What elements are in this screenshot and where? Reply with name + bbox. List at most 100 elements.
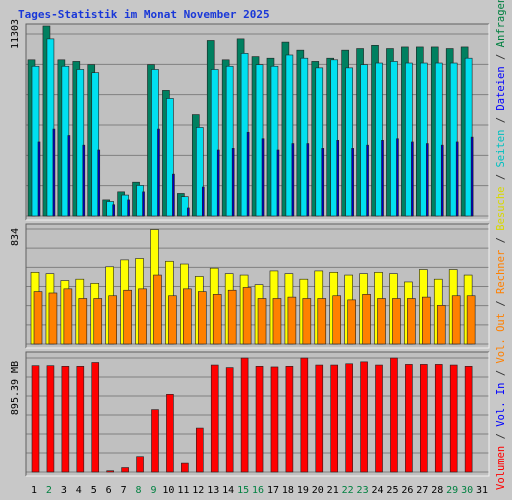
x-tick-label-day-20: 20: [312, 485, 324, 496]
bar-dateien-day-24: [381, 140, 384, 217]
panel-border-light: [26, 352, 490, 477]
bar-rechner-day-27: [422, 296, 431, 345]
bar-rechner-day-14: [227, 289, 237, 345]
x-tick-label-day-17: 17: [267, 485, 279, 496]
x-tick-label-day-7: 7: [121, 485, 127, 496]
x-tick-label-day-19: 19: [297, 485, 309, 496]
bar-volumen-day-30: [464, 366, 473, 473]
bar-volumen-day-10: [166, 394, 174, 473]
bar-seiten-day-1: [31, 65, 40, 217]
legend-item-0: Volumen: [495, 446, 507, 490]
bar-dateien-day-25: [396, 138, 399, 217]
bar-dateien-day-10: [172, 173, 175, 217]
panel-border-light: [26, 24, 490, 221]
bar-dateien-day-19: [306, 143, 310, 217]
bar-dateien-day-26: [411, 141, 414, 217]
x-tick-label-day-28: 28: [431, 485, 443, 496]
bar-seiten-day-11: [181, 196, 189, 217]
bar-volumen-day-18: [285, 366, 294, 473]
bar-seiten-day-23: [360, 64, 368, 217]
legend-item-10: Seiten: [495, 130, 507, 168]
bar-dateien-day-23: [366, 144, 369, 217]
panel-border-dark: [25, 351, 489, 476]
y-max-label-visits: 834: [10, 228, 21, 246]
bar-dateien-day-17: [276, 149, 280, 217]
bar-volumen-day-4: [76, 366, 85, 473]
x-tick-label-day-2: 2: [46, 485, 52, 496]
bar-rechner-day-19: [302, 298, 312, 345]
bar-volumen-day-9: [151, 409, 159, 473]
legend-item-6: Rechner: [495, 250, 507, 294]
bar-dateien-day-20: [321, 148, 325, 217]
x-tick-label-day-26: 26: [401, 485, 413, 496]
bar-volumen-day-23: [360, 361, 368, 473]
bar-seiten-day-17: [270, 65, 279, 217]
bar-rechner-day-21: [332, 295, 342, 345]
x-tick-label-day-14: 14: [222, 485, 234, 496]
bar-dateien-day-28: [440, 144, 444, 217]
bar-rechner-day-28: [436, 305, 446, 345]
bar-volumen-day-5: [91, 362, 100, 473]
legend-item-2: Vol. In: [495, 383, 507, 427]
bar-dateien-day-18: [291, 143, 295, 217]
bar-seiten-day-19: [300, 57, 309, 217]
bar-volumen-day-25: [390, 357, 398, 473]
x-tick-label-day-27: 27: [416, 485, 428, 496]
bar-rechner-day-22: [347, 299, 356, 345]
x-tick-label-day-1: 1: [31, 485, 37, 496]
bar-volumen-day-28: [434, 364, 443, 473]
legend-item-1: /: [495, 427, 507, 446]
x-tick-label-day-5: 5: [91, 485, 97, 496]
bar-rechner-day-17: [272, 298, 282, 345]
bar-volumen-day-7: [121, 467, 129, 473]
bar-seiten-day-14: [225, 65, 234, 217]
legend-item-14: Anfragen: [495, 0, 507, 47]
bar-seiten-day-20: [315, 67, 324, 217]
bar-seiten-day-26: [405, 62, 413, 217]
bar-dateien-day-29: [455, 141, 459, 217]
panel-border-dark: [25, 223, 489, 348]
bar-volumen-day-11: [181, 462, 189, 473]
bar-volumen-day-24: [375, 364, 383, 473]
x-tick-label-day-4: 4: [76, 485, 82, 496]
legend-item-8: Besuche: [495, 186, 507, 230]
panel-border-dark: [25, 23, 489, 220]
x-tick-label-day-18: 18: [282, 485, 294, 496]
bar-rechner-day-13: [212, 294, 222, 345]
x-tick-label-day-3: 3: [61, 485, 67, 496]
bar-volumen-day-17: [270, 366, 279, 473]
bar-dateien-day-12: [201, 186, 205, 217]
bar-rechner-day-3: [63, 288, 73, 345]
bar-volumen-day-19: [300, 357, 309, 473]
bar-seiten-day-2: [46, 38, 55, 217]
x-tick-label-day-24: 24: [371, 485, 383, 496]
bar-rechner-day-5: [93, 298, 103, 345]
bar-rechner-day-18: [287, 296, 297, 345]
bar-dateien-day-7: [127, 199, 130, 217]
bar-rechner-day-9: [153, 274, 162, 345]
x-tick-label-day-16: 16: [252, 485, 264, 496]
bar-seiten-day-24: [375, 62, 383, 217]
bar-volumen-day-12: [195, 427, 204, 473]
y-max-label-volume: 895.39 MB: [10, 361, 21, 415]
x-tick-label-day-29: 29: [446, 485, 458, 496]
x-tick-label-day-8: 8: [136, 485, 142, 496]
bar-rechner-day-7: [123, 289, 132, 345]
bar-rechner-day-24: [377, 298, 386, 345]
legend-item-13: /: [495, 47, 507, 66]
panel-border-light: [26, 224, 490, 349]
legend-item-9: /: [495, 168, 507, 187]
bar-dateien-day-14: [231, 148, 235, 217]
bar-volumen-day-29: [449, 364, 458, 473]
bar-volumen-day-22: [345, 363, 353, 473]
bar-dateien-day-27: [426, 143, 429, 217]
bar-seiten-day-27: [420, 62, 428, 217]
bar-rechner-day-2: [48, 292, 58, 345]
bar-volumen-day-1: [31, 365, 40, 473]
bar-seiten-day-21: [330, 59, 339, 217]
bar-seiten-day-5: [91, 72, 100, 217]
bar-volumen-day-14: [225, 367, 234, 473]
bar-seiten-day-28: [434, 62, 443, 217]
